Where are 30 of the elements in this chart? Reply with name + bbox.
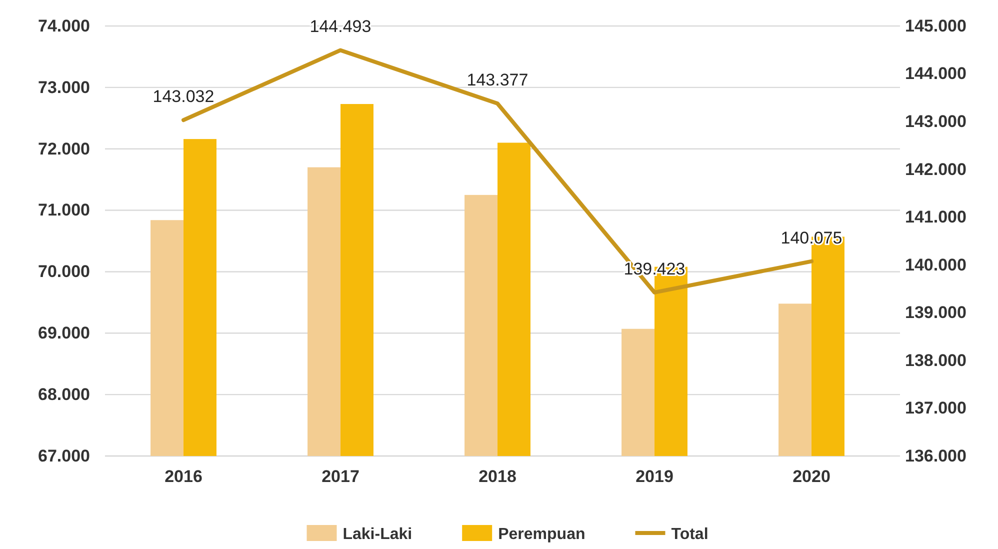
x-tick-label: 2017	[322, 467, 360, 486]
y2-tick-label: 143.000	[905, 112, 966, 131]
y-tick-label: 73.000	[38, 78, 90, 97]
legend-label: Perempuan	[498, 526, 586, 543]
legend-label: Laki-Laki	[342, 526, 412, 543]
y2-tick-label: 137.000	[905, 398, 966, 418]
y-tick-label: 67.000	[38, 446, 90, 466]
y2-tick-label: 136.000	[905, 446, 966, 466]
y2-tick-label: 142.000	[905, 160, 966, 179]
y2-tick-label: 140.000	[905, 255, 966, 274]
y-tick-label: 71.000	[38, 200, 90, 220]
y-tick-label: 70.000	[38, 262, 90, 282]
data-label: 144.493	[310, 17, 372, 36]
y2-tick-label: 138.000	[905, 350, 966, 370]
y2-tick-label: 144.000	[905, 64, 966, 84]
x-tick-label: 2016	[164, 467, 202, 486]
y2-tick-label: 139.000	[905, 303, 966, 322]
x-tick-label: 2020	[792, 467, 830, 486]
legend-label: Total	[671, 526, 708, 543]
y-tick-label: 69.000	[38, 324, 90, 343]
y-tick-label: 68.000	[38, 385, 90, 404]
data-label: 143.032	[152, 87, 214, 106]
y2-tick-label: 141.000	[905, 208, 966, 227]
y2-tick-label: 145.000	[905, 16, 966, 36]
y-tick-label: 72.000	[38, 139, 90, 158]
x-tick-label: 2019	[636, 467, 674, 486]
x-tick-label: 2018	[478, 467, 516, 486]
data-label: 143.377	[466, 70, 528, 90]
y-tick-label: 74.000	[38, 16, 90, 36]
data-label: 140.075	[780, 228, 842, 248]
